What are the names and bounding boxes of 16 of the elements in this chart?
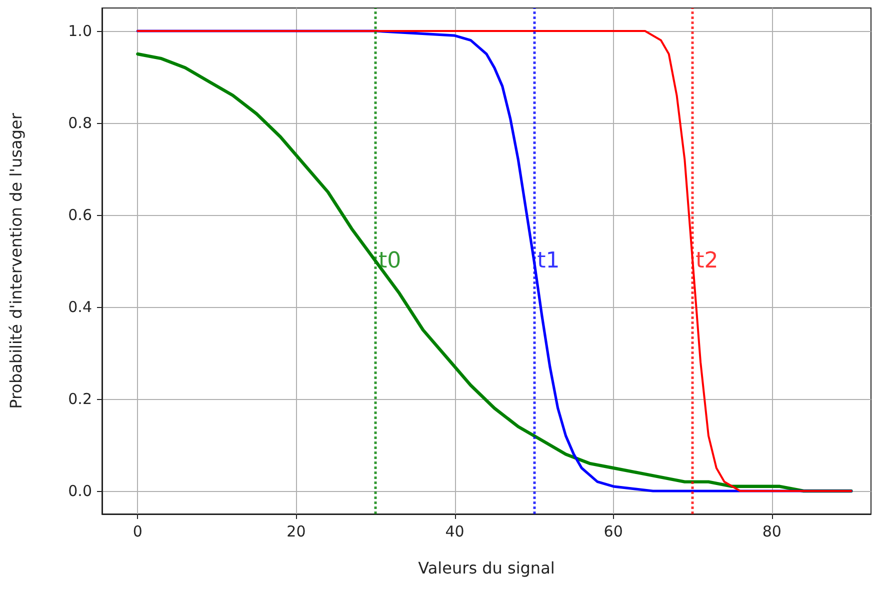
annotation: t2 [696, 248, 718, 274]
x-tick-label: 60 [604, 522, 623, 540]
x-tick-label: 20 [286, 522, 306, 540]
annotation: t1 [537, 248, 560, 274]
y-tick-label: 0.6 [68, 206, 92, 224]
annotation: t0 [378, 248, 402, 274]
x-tick-label: 0 [132, 522, 142, 540]
x-tick-label: 40 [445, 522, 464, 540]
x-axis-title: Valeurs du signal [418, 558, 555, 578]
y-tick-label: 0.4 [68, 298, 92, 316]
x-tick-label: 80 [762, 522, 782, 540]
y-axis-title: Probabilité d'intervention de l'usager [6, 112, 26, 409]
y-tick-label: 0.8 [68, 114, 92, 132]
y-tick-label: 1.0 [68, 22, 92, 40]
y-tick-label: 0.2 [68, 390, 92, 408]
y-tick-label: 0.0 [68, 482, 92, 500]
